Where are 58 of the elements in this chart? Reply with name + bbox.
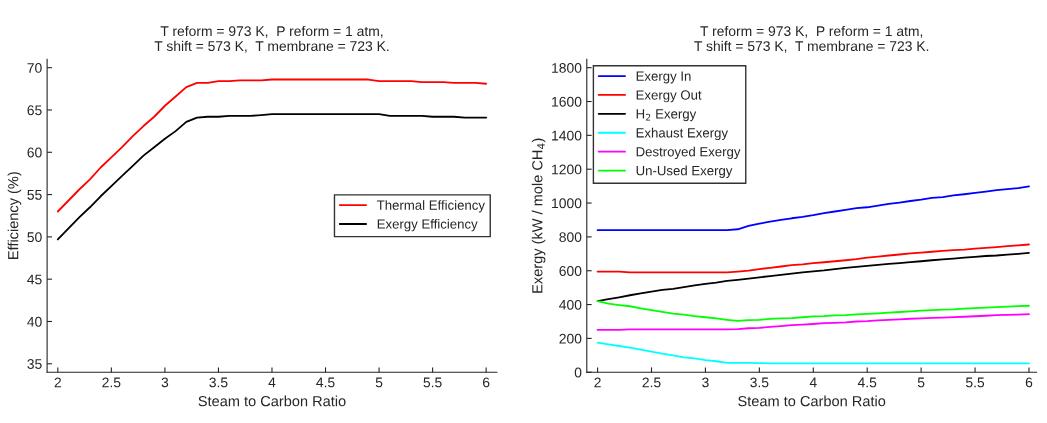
y-tick-label: 1000 xyxy=(552,198,582,209)
legend-label: Un-Used Exergy xyxy=(636,165,733,178)
chart-title: T reform = 973 K, P reform = 1 atm, T shift = 573 K, T membrane = 723 K. xyxy=(694,25,929,53)
y-tick-label: 65 xyxy=(27,105,42,116)
legend-label: Exhaust Exergy xyxy=(636,127,728,141)
chart-title: T reform = 973 K, P reform = 1 atm, T shift = 573 K, T membrane = 723 K. xyxy=(154,25,389,53)
y-axis-title: Exergy (kW / mole CH$_{4}$) xyxy=(531,138,546,293)
x-tick-label: 4.5 xyxy=(316,377,335,388)
line-series xyxy=(596,341,1030,365)
y-tick-label: 70 xyxy=(27,63,42,73)
legend-label: Destroyed Exergy xyxy=(636,146,741,160)
x-tick-label: 2.5 xyxy=(642,377,661,388)
y-tick-label: 55 xyxy=(27,190,42,200)
legend-label: Exergy Efficiency xyxy=(377,219,478,232)
x-tick-label: 5 xyxy=(917,377,925,388)
line-series xyxy=(596,243,1030,274)
y-tick-label: 400 xyxy=(559,299,582,310)
legend-label: H$_{2}$ Exergy xyxy=(636,109,697,122)
y-tick-label: 45 xyxy=(27,274,42,285)
x-tick-label: 4 xyxy=(809,377,817,388)
x-tick-label: 5.5 xyxy=(423,377,442,388)
x-tick-label: 2.5 xyxy=(102,377,121,388)
x-tick-label: 6 xyxy=(1025,377,1033,388)
x-tick-label: 3 xyxy=(161,377,169,388)
legend-label: Exergy Out xyxy=(636,90,702,103)
x-tick-label: 4.5 xyxy=(857,377,877,388)
y-axis-title: Efficiency (%) xyxy=(7,172,22,259)
x-axis-title: Steam to Carbon Ratio xyxy=(198,395,346,407)
line-series xyxy=(596,252,1030,303)
x-tick-label: 5.5 xyxy=(965,377,985,388)
x-tick-label: 2 xyxy=(594,377,601,388)
line-series xyxy=(56,78,488,213)
x-tick-label: 6 xyxy=(482,377,490,388)
x-axis-title: Steam to Carbon Ratio xyxy=(738,395,886,407)
x-tick-label: 3.5 xyxy=(209,377,228,388)
y-tick-label: 50 xyxy=(27,232,42,243)
x-tick-label: 2 xyxy=(54,377,61,388)
y-tick-label: 1600 xyxy=(552,96,582,107)
y-tick-label: 1400 xyxy=(552,130,582,141)
line-series xyxy=(56,113,488,241)
y-tick-label: 800 xyxy=(559,232,582,243)
y-tick-label: 1200 xyxy=(552,164,582,175)
y-tick-label: 600 xyxy=(559,266,582,276)
x-tick-label: 3 xyxy=(702,377,709,388)
y-tick-label: 60 xyxy=(27,147,42,158)
legend-label: Thermal Efficiency xyxy=(376,200,485,213)
y-tick-label: 40 xyxy=(27,316,42,327)
x-tick-label: 5 xyxy=(375,377,383,388)
y-tick-label: 1800 xyxy=(552,63,582,73)
x-tick-label: 4 xyxy=(268,377,276,388)
legend-label: Exergy In xyxy=(636,71,691,84)
y-tick-label: 0 xyxy=(574,367,582,378)
line-series xyxy=(596,300,1030,322)
y-tick-label: 200 xyxy=(559,333,582,344)
line-series xyxy=(596,185,1030,232)
y-tick-label: 35 xyxy=(27,359,42,369)
x-tick-label: 3.5 xyxy=(750,377,769,388)
line-series xyxy=(596,313,1030,331)
